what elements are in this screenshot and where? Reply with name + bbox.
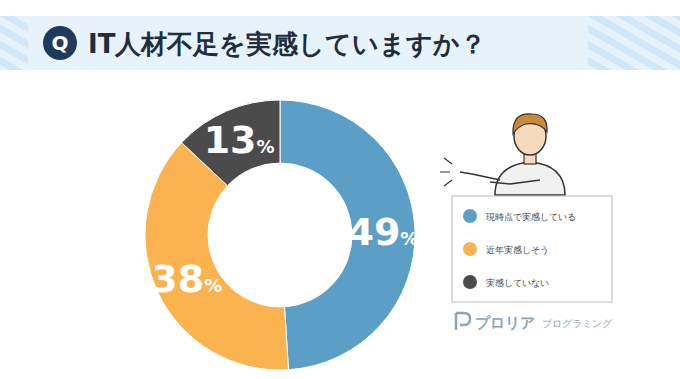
data-label: 49% — [347, 210, 418, 254]
data-labels: 49% 38% 13% — [151, 118, 418, 300]
slice — [145, 143, 288, 370]
title-band — [28, 16, 588, 70]
person-arm — [490, 180, 540, 184]
slice — [280, 100, 415, 370]
legend-swatch — [463, 209, 477, 223]
title: IT人材不足を実感していますか？ — [88, 29, 486, 59]
person-body — [495, 162, 565, 195]
legend-label: 実感していない — [486, 278, 549, 288]
chart: Q IT人材不足を実感していますか？ 49% 38% 13% 現時点で実感している近年実感… — [0, 0, 680, 379]
legend-swatch — [463, 275, 477, 289]
logo-subtext: プログラミング — [542, 318, 613, 329]
title-badge — [43, 26, 77, 60]
person-hair — [513, 114, 547, 134]
slice — [182, 100, 280, 186]
legend-box — [452, 196, 612, 302]
data-label: 13% — [204, 118, 275, 162]
person-accent — [440, 158, 452, 186]
legend: 現時点で実感している近年実感しそう実感していない — [452, 196, 612, 302]
title-band-stripes — [0, 16, 680, 70]
legend-label: 近年実感しそう — [486, 245, 549, 255]
logo-text: プロリア — [475, 314, 535, 332]
logo-icon — [456, 313, 470, 330]
illustration — [440, 114, 565, 195]
person-arm — [460, 172, 500, 180]
title-badge-text: Q — [51, 31, 68, 55]
donut — [145, 100, 415, 370]
data-label: 38% — [151, 257, 222, 301]
legend-swatch — [463, 242, 477, 256]
logo: プロリアプログラミング — [456, 313, 613, 332]
legend-label: 現時点で実感している — [486, 212, 576, 222]
